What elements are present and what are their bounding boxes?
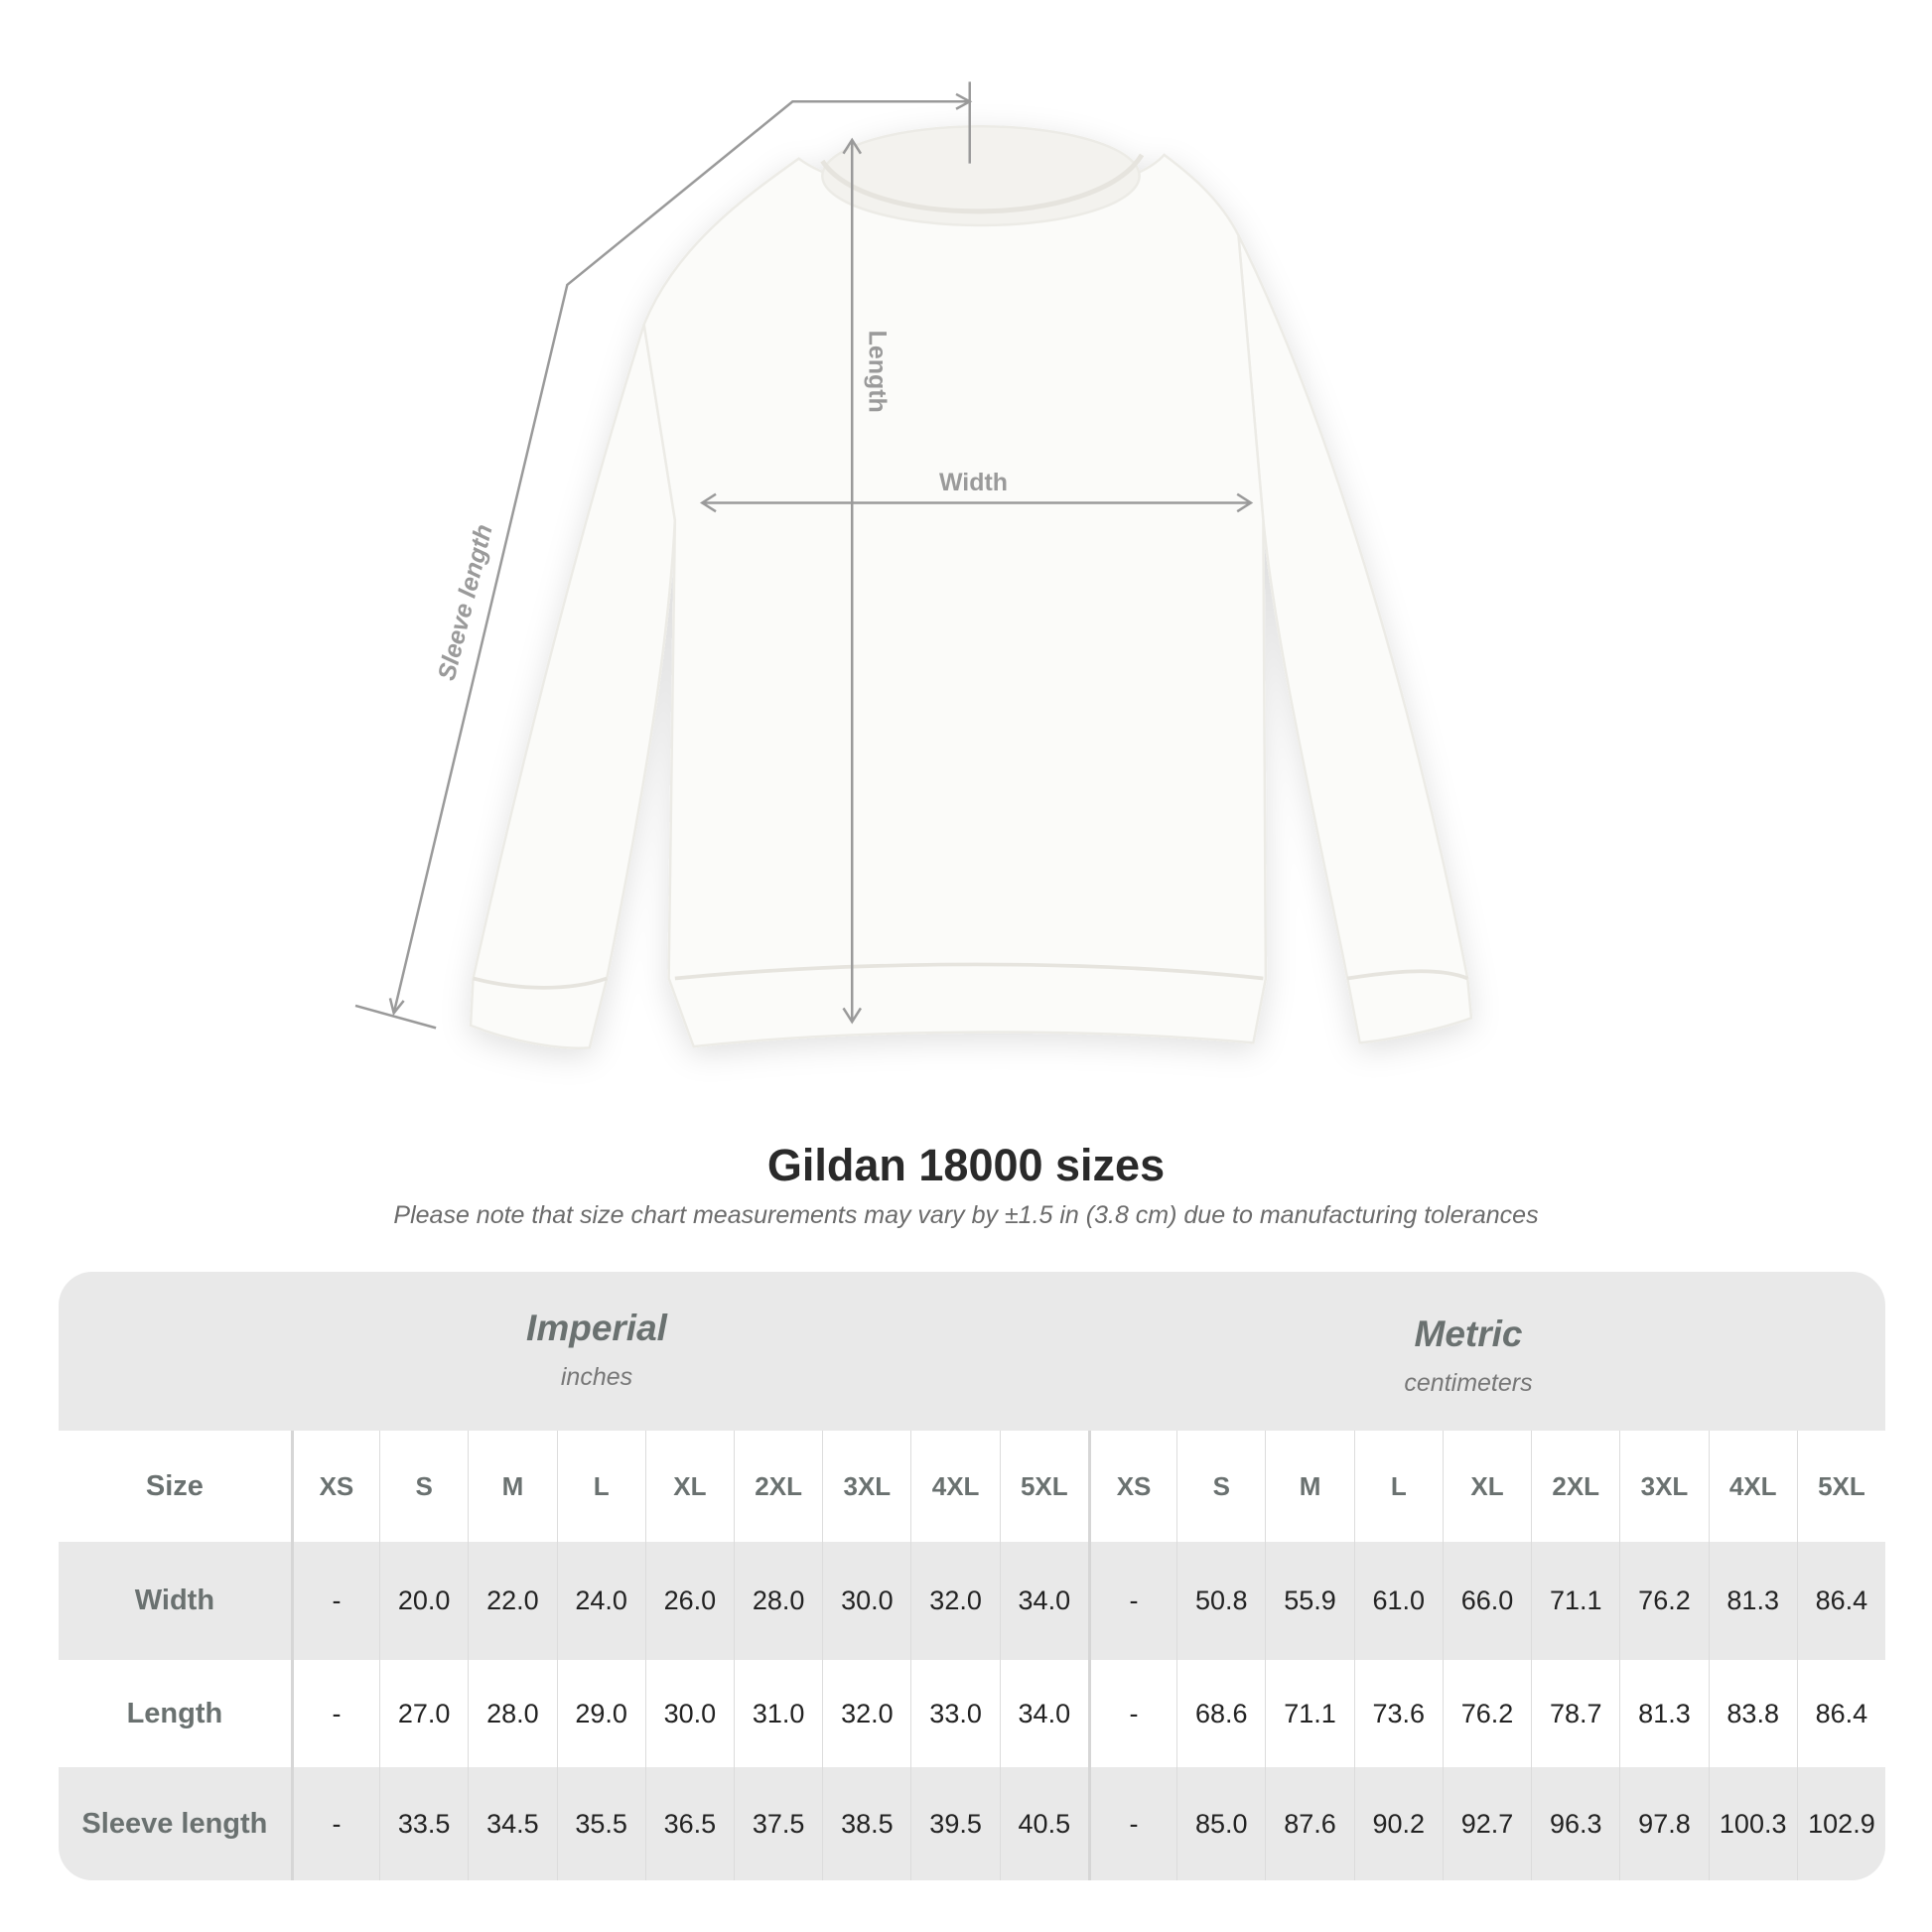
row-label: Sleeve length xyxy=(81,1807,268,1840)
table-cell: 36.5 xyxy=(644,1767,734,1880)
sleeve-length-label: Sleeve length xyxy=(433,521,498,683)
table-cell: 28.0 xyxy=(734,1542,822,1660)
table-cell: 78.7 xyxy=(1531,1660,1619,1767)
tolerance-note: Please note that size chart measurements… xyxy=(393,1201,1539,1229)
metric-header: Metric centimeters xyxy=(1220,1313,1717,1398)
table-cell: 86.4 xyxy=(1796,1660,1885,1767)
table-cell: 37.5 xyxy=(734,1767,822,1880)
size-header-row: Size XS S M L XL 2XL 3XL 4XL 5XL XS S M L XL 2XL 3XL 4XL 5… xyxy=(59,1431,1885,1542)
width-label: Width xyxy=(939,469,1008,496)
table-cell: 35.5 xyxy=(556,1767,645,1880)
table-cell: 22.0 xyxy=(468,1542,556,1660)
table-row: Length -27.0 28.0 29.0 30.0 31.0 32.0 33.0 34.0-… xyxy=(59,1660,1885,1767)
size-header-cell: XS xyxy=(290,1431,379,1542)
size-header-cell: M xyxy=(468,1431,556,1542)
row-label: Size xyxy=(145,1469,204,1502)
table-cell: 61.0 xyxy=(1353,1542,1443,1660)
page-title: Gildan 18000 sizes xyxy=(766,1140,1166,1190)
table-cell: - xyxy=(1087,1542,1176,1660)
size-header-cell: M xyxy=(1265,1431,1353,1542)
size-header-cell: S xyxy=(379,1431,468,1542)
table-cell: 24.0 xyxy=(556,1542,645,1660)
table-cell: - xyxy=(1087,1660,1176,1767)
table-cell: 55.9 xyxy=(1265,1542,1353,1660)
table-cell: 29.0 xyxy=(556,1660,645,1767)
table-cell: 71.1 xyxy=(1265,1660,1353,1767)
table-cell: 30.0 xyxy=(822,1542,910,1660)
table-cell: 87.6 xyxy=(1265,1767,1353,1880)
size-header-cell: 2XL xyxy=(734,1431,822,1542)
sweatshirt-image xyxy=(469,124,1473,1049)
table-cell: 32.0 xyxy=(822,1660,910,1767)
table-cell: 68.6 xyxy=(1176,1660,1265,1767)
system-header xyxy=(59,1272,1885,1431)
table-cell: 32.0 xyxy=(910,1542,999,1660)
table-cell: 26.0 xyxy=(644,1542,734,1660)
table-cell: - xyxy=(290,1660,379,1767)
size-header-cell: 3XL xyxy=(822,1431,910,1542)
table-cell: - xyxy=(290,1542,379,1660)
table-cell: 30.0 xyxy=(644,1660,734,1767)
length-label: Length xyxy=(864,331,892,413)
table-row: Width -20.0 22.0 24.0 26.0 28.0 30.0 32.0 34.0-5… xyxy=(59,1542,1885,1660)
table-cell: 20.0 xyxy=(379,1542,468,1660)
size-header-cell: XL xyxy=(644,1431,734,1542)
table-cell: - xyxy=(290,1767,379,1880)
size-header-cell: 3XL xyxy=(1619,1431,1708,1542)
table-cell: 34.0 xyxy=(999,1660,1088,1767)
imperial-header: Imperial inches xyxy=(348,1308,845,1392)
size-header-cell: 2XL xyxy=(1531,1431,1619,1542)
table-cell: 90.2 xyxy=(1353,1767,1443,1880)
size-header-cell: 4XL xyxy=(910,1431,999,1542)
table-cell: 71.1 xyxy=(1531,1542,1619,1660)
table-cell: - xyxy=(1087,1767,1176,1880)
size-header-cell: 4XL xyxy=(1708,1431,1797,1542)
table-cell: 92.7 xyxy=(1442,1767,1531,1880)
table-cell: 73.6 xyxy=(1353,1660,1443,1767)
table-cell: 39.5 xyxy=(910,1767,999,1880)
size-header-cell: 5XL xyxy=(999,1431,1088,1542)
size-header-cell: XL xyxy=(1442,1431,1531,1542)
table-cell: 28.0 xyxy=(468,1660,556,1767)
table-cell: 83.8 xyxy=(1708,1660,1797,1767)
metric-unit: centimeters xyxy=(1404,1369,1533,1397)
table-cell: 81.3 xyxy=(1708,1542,1797,1660)
measurement-lines xyxy=(354,81,1254,1030)
table-cell: 38.5 xyxy=(822,1767,910,1880)
row-label: Width xyxy=(134,1585,215,1616)
table-cell: 31.0 xyxy=(734,1660,822,1767)
row-label: Length xyxy=(126,1697,223,1729)
table-row: Sleeve length -33.5 34.5 35.5 36.5 37.5 38.5 39… xyxy=(59,1767,1885,1880)
table-cell: 86.4 xyxy=(1796,1542,1885,1660)
table-cell: 34.5 xyxy=(468,1767,556,1880)
table-cell: 33.5 xyxy=(379,1767,468,1880)
imperial-title: Imperial xyxy=(526,1308,667,1348)
table-cell: 34.0 xyxy=(999,1542,1088,1660)
table-cell: 102.9 xyxy=(1796,1767,1885,1880)
table-cell: 76.2 xyxy=(1619,1542,1708,1660)
size-header-cell: S xyxy=(1176,1431,1265,1542)
table-cell: 40.5 xyxy=(999,1767,1088,1880)
size-header-cell: L xyxy=(556,1431,645,1542)
metric-title: Metric xyxy=(1414,1313,1523,1354)
table-cell: 50.8 xyxy=(1176,1542,1265,1660)
size-header-cell: L xyxy=(1353,1431,1443,1542)
table-cell: 96.3 xyxy=(1531,1767,1619,1880)
table-cell: 100.3 xyxy=(1708,1767,1797,1880)
size-table: Imperial inches Metric centimeters Size X… xyxy=(59,1272,1885,1880)
table-cell: 27.0 xyxy=(379,1660,468,1767)
table-cell: 33.0 xyxy=(910,1660,999,1767)
table-cell: 81.3 xyxy=(1619,1660,1708,1767)
table-cell: 76.2 xyxy=(1442,1660,1531,1767)
table-cell: 85.0 xyxy=(1176,1767,1265,1880)
table-cell: 66.0 xyxy=(1442,1542,1531,1660)
imperial-unit: inches xyxy=(560,1363,633,1391)
size-header-cell: 5XL xyxy=(1796,1431,1885,1542)
table-cell: 97.8 xyxy=(1619,1767,1708,1880)
size-header-cell: XS xyxy=(1087,1431,1176,1542)
